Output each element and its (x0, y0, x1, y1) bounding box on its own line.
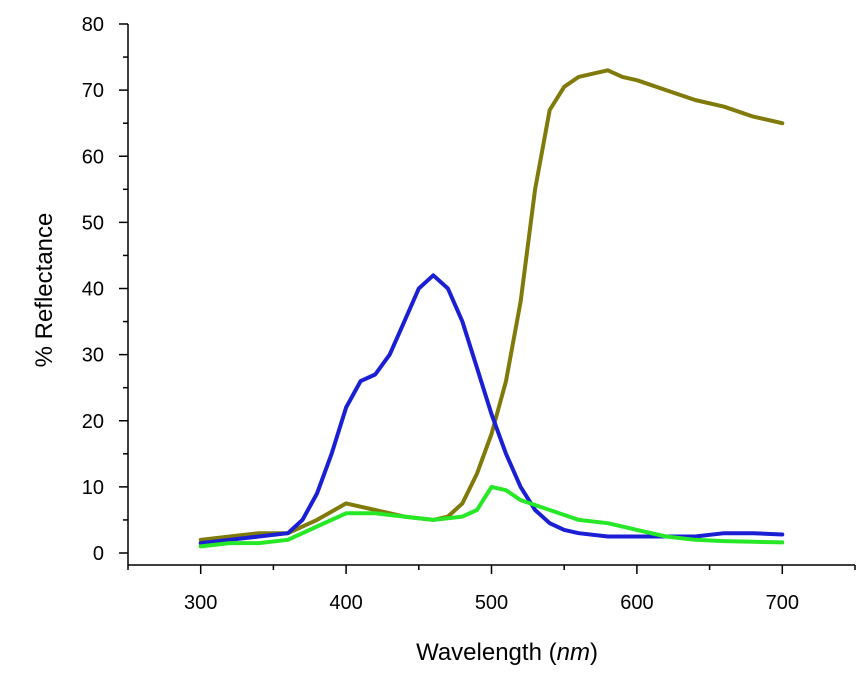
y-tick-label: 20 (82, 411, 104, 433)
x-axis-unit-close: ) (590, 639, 598, 666)
x-axis-title: Wavelength (nm) (416, 639, 598, 666)
x-axis-label: Wavelength (416, 639, 542, 666)
y-axis-ticks: 0 10 20 30 40 50 60 70 80 (82, 14, 128, 565)
x-axis-ticks: 300 400 500 600 700 (127, 565, 856, 614)
x-tick-label: 600 (620, 592, 653, 614)
y-tick-label: 70 (82, 80, 104, 102)
y-tick-label: 40 (82, 279, 104, 301)
y-tick-label: 60 (82, 146, 104, 168)
y-tick-label: 50 (82, 212, 104, 234)
series-line-3 (198, 484, 785, 549)
x-tick-label: 300 (184, 592, 217, 614)
x-tick-label: 700 (766, 592, 799, 614)
y-axis-title: % Reflectance (31, 213, 58, 368)
y-tick-label: 0 (93, 543, 104, 565)
x-axis-unit-open: ( (542, 639, 557, 666)
x-axis-unit: nm (557, 639, 590, 666)
y-tick-label: 10 (82, 477, 104, 499)
series-line-1 (198, 68, 785, 542)
x-tick-label: 400 (329, 592, 362, 614)
series-lines (198, 68, 785, 549)
series-line-2 (198, 273, 785, 546)
y-tick-label: 30 (82, 345, 104, 367)
x-tick-label: 500 (475, 592, 508, 614)
y-tick-label: 80 (82, 14, 104, 36)
